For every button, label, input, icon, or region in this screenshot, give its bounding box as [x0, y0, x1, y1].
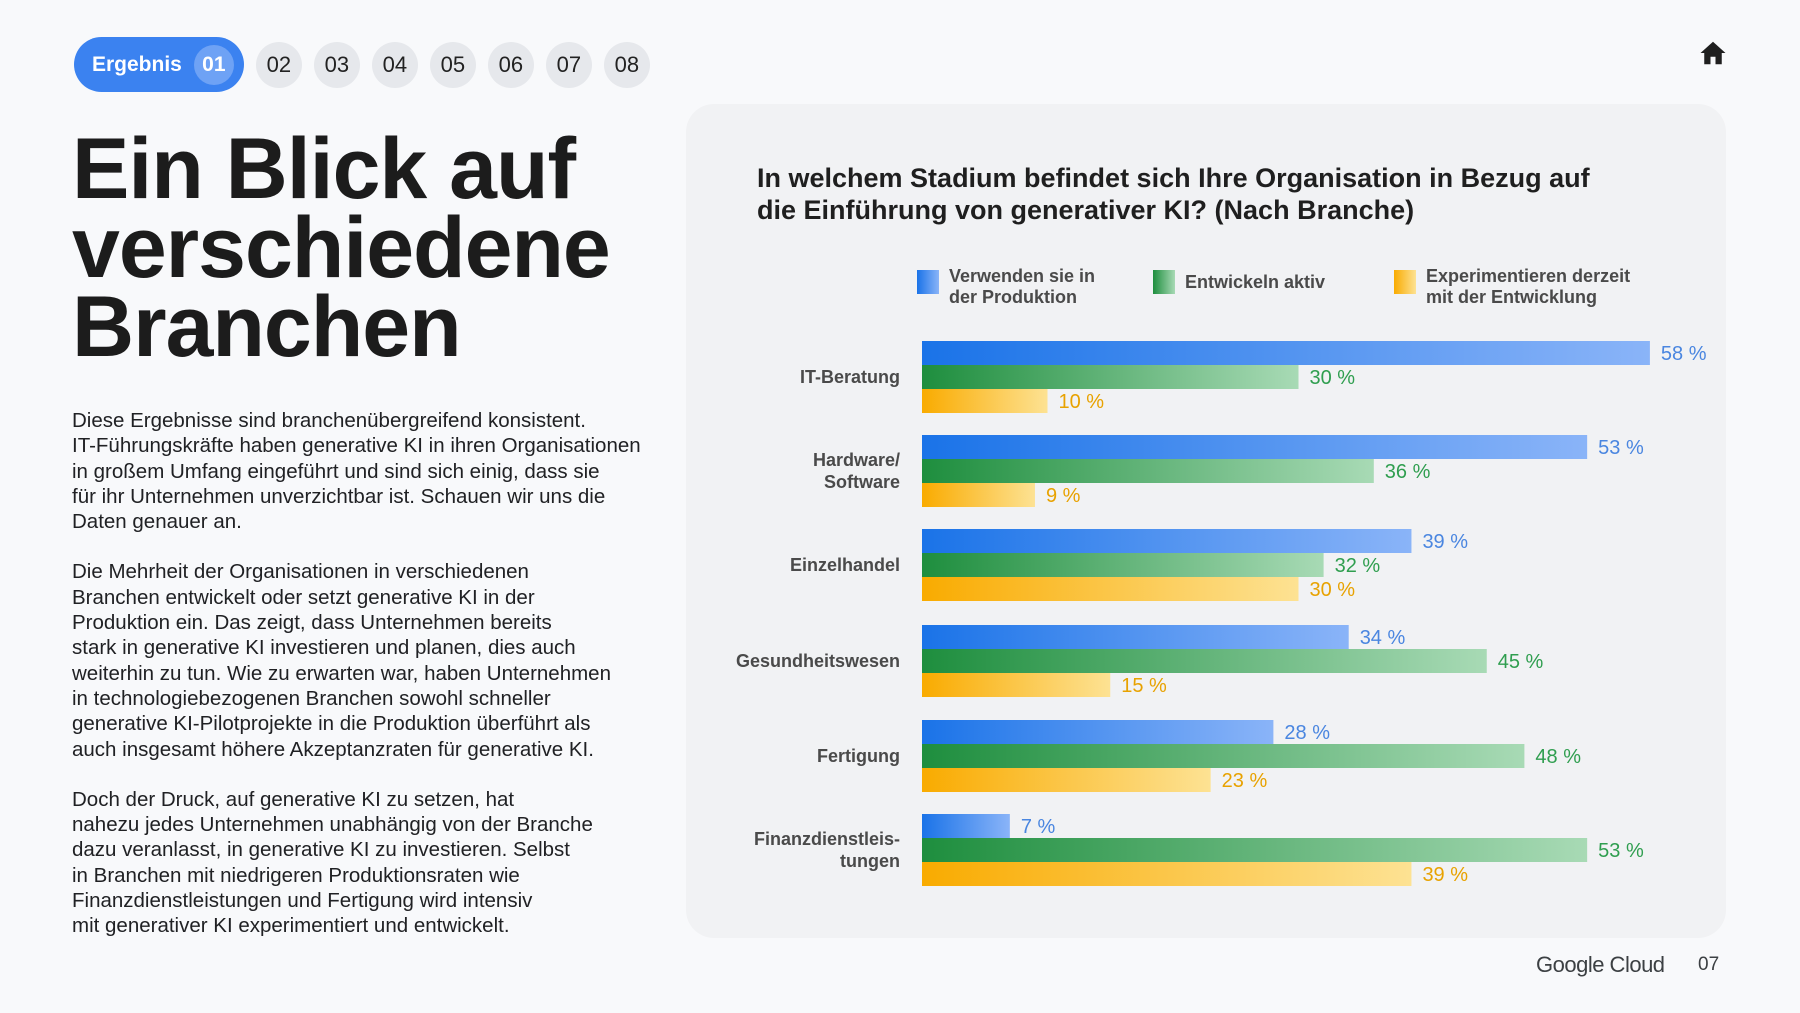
legend-item-experimenting: Experimentieren derzeit mit der Entwickl… [1394, 266, 1630, 308]
bar-development-1 [922, 459, 1374, 483]
value-label-experimenting-1: 9 % [1046, 485, 1081, 507]
ergebnis-label: Ergebnis [92, 52, 182, 76]
value-label-production-3: 34 % [1360, 627, 1406, 649]
chart-title: In welchem Stadium befindet sich Ihre Or… [757, 163, 1590, 225]
nav-page-07[interactable]: 07 [545, 41, 592, 88]
home-icon[interactable] [1698, 38, 1728, 68]
active-page-number: 01 [193, 44, 234, 85]
value-label-development-1: 36 % [1385, 461, 1431, 483]
legend-label-production: Verwenden sie in der Produktion [949, 266, 1096, 307]
bar-production-1 [922, 435, 1588, 459]
legend-item-development: Entwickeln aktiv [1153, 266, 1325, 294]
nav-page-03[interactable]: 03 [313, 41, 360, 88]
category-label-1: Hardware/Software [813, 450, 900, 492]
google-cloud-logo: Google Cloud [1536, 952, 1665, 977]
value-label-production-0: 58 % [1661, 343, 1707, 365]
value-label-experimenting-4: 23 % [1222, 770, 1268, 792]
ergebnis-pill[interactable]: Ergebnis 01 [74, 37, 244, 92]
bar-development-4 [922, 744, 1525, 768]
paragraph-3: Doch der Druck, auf generative KI zu set… [72, 787, 593, 938]
nav-page-05[interactable]: 05 [429, 41, 476, 88]
legend-swatch-development [1153, 270, 1175, 294]
nav-page-08[interactable]: 08 [603, 41, 650, 88]
value-label-experimenting-2: 30 % [1310, 579, 1356, 601]
category-label-5: Finanzdienstleis-tungen [754, 829, 900, 871]
body-text: Diese Ergebnisse sind branchenübergreife… [72, 408, 682, 964]
bar-production-2 [922, 529, 1412, 553]
value-label-development-0: 30 % [1310, 367, 1356, 389]
value-label-production-2: 39 % [1422, 531, 1468, 553]
bar-development-5 [922, 838, 1588, 862]
legend-label-development: Entwickeln aktiv [1185, 272, 1326, 292]
legend-label-experimenting: Experimentieren derzeit mit der Entwickl… [1426, 266, 1631, 307]
nav-page-06[interactable]: 06 [487, 41, 534, 88]
legend-swatch-experimenting [1394, 270, 1416, 294]
paragraph-2: Die Mehrheit der Organisationen in versc… [72, 560, 611, 761]
paragraph-1: Diese Ergebnisse sind branchenübergreife… [72, 409, 641, 534]
value-label-production-4: 28 % [1284, 722, 1330, 744]
value-label-production-1: 53 % [1598, 437, 1644, 459]
bar-experimenting-2 [922, 577, 1299, 601]
page-title: Ein Blick auf verschiedene Branchen [72, 121, 611, 375]
bar-experimenting-3 [922, 673, 1111, 697]
bar-production-5 [922, 814, 1010, 838]
nav-page-04[interactable]: 04 [371, 41, 418, 88]
result-navigation: Ergebnis 01 02 03 04 05 06 07 08 [74, 37, 650, 92]
bar-production-3 [922, 625, 1349, 649]
value-label-experimenting-5: 39 % [1422, 864, 1468, 886]
value-label-experimenting-3: 15 % [1121, 675, 1167, 697]
bar-experimenting-1 [922, 483, 1035, 507]
bar-experimenting-0 [922, 389, 1048, 413]
nav-page-02[interactable]: 02 [255, 41, 302, 88]
chart-card [686, 104, 1726, 938]
bar-experimenting-4 [922, 768, 1211, 792]
legend-item-production: Verwenden sie in der Produktion [917, 266, 1095, 308]
page-number: 07 [1698, 954, 1720, 975]
value-label-production-5: 7 % [1021, 816, 1056, 838]
bar-development-0 [922, 365, 1299, 389]
bar-production-4 [922, 720, 1274, 744]
category-label-4: Fertigung [817, 746, 900, 766]
legend-swatch-production [917, 270, 939, 294]
bar-development-3 [922, 649, 1487, 673]
value-label-experimenting-0: 10 % [1059, 391, 1105, 413]
bar-production-0 [922, 341, 1650, 365]
bar-development-2 [922, 553, 1324, 577]
category-label-0: IT-Beratung [800, 367, 900, 387]
value-label-development-4: 48 % [1535, 746, 1581, 768]
category-label-2: Einzelhandel [790, 555, 900, 575]
bar-experimenting-5 [922, 862, 1412, 886]
value-label-development-3: 45 % [1498, 651, 1544, 673]
value-label-development-5: 53 % [1598, 840, 1644, 862]
value-label-development-2: 32 % [1335, 555, 1381, 577]
category-label-3: Gesundheitswesen [736, 651, 900, 671]
